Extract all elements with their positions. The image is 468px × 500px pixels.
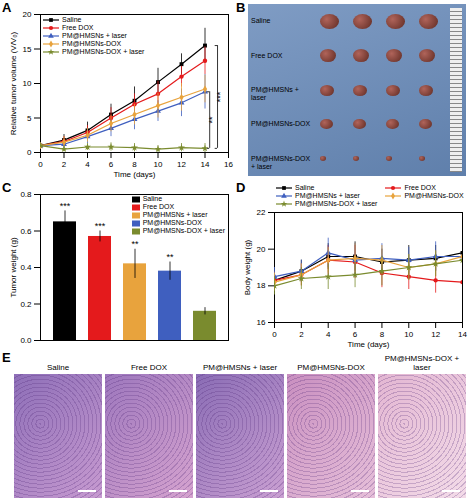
svg-text:0: 0 <box>27 148 32 157</box>
html-text:PM@HMSNs-DOX + laser: PM@HMSNs-DOX + laser <box>295 200 378 207</box>
svg-text:14: 14 <box>458 330 467 339</box>
svg-text:**: ** <box>166 252 174 262</box>
svg-text:Tumor weight (g): Tumor weight (g) <box>9 237 18 298</box>
html-text:Free DOX: Free DOX <box>142 203 175 210</box>
svg-text:14: 14 <box>201 160 210 169</box>
svg-text:16: 16 <box>257 318 266 327</box>
svg-text:10: 10 <box>154 160 163 169</box>
svg-text:10: 10 <box>23 79 32 88</box>
svg-text:2: 2 <box>62 160 67 169</box>
svg-text:10: 10 <box>404 330 413 339</box>
svg-text:Time (days): Time (days) <box>114 170 156 179</box>
html-text:D: D <box>236 180 246 195</box>
html-text:PM@HMSNs-DOX: PM@HMSNs-DOX <box>142 219 202 226</box>
svg-text:6: 6 <box>109 160 114 169</box>
svg-text:***: *** <box>95 221 106 231</box>
html-text:B: B <box>236 0 246 15</box>
html-text:PM@HMSNs + laser: PM@HMSNs + laser <box>142 211 208 218</box>
svg-text:***: *** <box>215 91 225 102</box>
svg-text:8: 8 <box>132 160 137 169</box>
svg-text:4: 4 <box>85 160 90 169</box>
svg-text:0.6: 0.6 <box>20 227 32 236</box>
svg-text:0.4: 0.4 <box>20 263 32 272</box>
html-text:PM@HMSNs-DOX + laser: PM@HMSNs-DOX + laser <box>62 48 145 55</box>
svg-text:Relative tumor volume (V/V₀): Relative tumor volume (V/V₀) <box>9 31 18 135</box>
svg-text:8: 8 <box>380 330 385 339</box>
svg-text:15: 15 <box>23 45 32 54</box>
html-text:Free DOX: Free DOX <box>404 184 436 191</box>
svg-text:5: 5 <box>27 114 32 123</box>
html-text:Free DOX: Free DOX <box>251 51 283 59</box>
html-text:Free DOX: Free DOX <box>131 363 167 372</box>
html-text:PM@HMSNs + laser: PM@HMSNs + laser <box>295 192 360 199</box>
svg-text:Time (days): Time (days) <box>348 340 390 349</box>
svg-text:22: 22 <box>257 208 266 217</box>
svg-text:2: 2 <box>299 330 304 339</box>
html-text:PM@HMSNs-DOX: PM@HMSNs-DOX <box>251 120 311 128</box>
html-text:Saline: Saline <box>46 363 70 372</box>
svg-text:20: 20 <box>257 245 266 254</box>
html-text:Free DOX: Free DOX <box>62 24 94 31</box>
svg-text:Body weight (g): Body weight (g) <box>243 239 252 295</box>
html-text:Saline: Saline <box>62 16 82 23</box>
html-text:PM@HMSNs + laser: PM@HMSNs + laser <box>202 363 278 372</box>
html-text:PM@HMSNs-DOX + laser: PM@HMSNs-DOX + laser <box>251 154 311 170</box>
svg-text:0.0: 0.0 <box>20 336 32 345</box>
html-text:PM@HMSNs-DOX + laser: PM@HMSNs-DOX + laser <box>384 354 460 372</box>
svg-text:0: 0 <box>38 160 43 169</box>
svg-text:12: 12 <box>177 160 186 169</box>
html-text:PM@HMSNs + laser: PM@HMSNs + laser <box>251 86 299 101</box>
html-text:PM@HMSNs-DOX: PM@HMSNs-DOX <box>297 363 365 372</box>
html-text:PM@HMSNs-DOX: PM@HMSNs-DOX <box>62 40 122 47</box>
svg-text:0: 0 <box>272 330 277 339</box>
html-text:C: C <box>2 180 12 195</box>
svg-text:4: 4 <box>326 330 331 339</box>
svg-text:12: 12 <box>431 330 440 339</box>
svg-text:18: 18 <box>257 281 266 290</box>
svg-text:***: *** <box>60 201 71 211</box>
html-text:PM@HMSNs-DOX: PM@HMSNs-DOX <box>404 192 464 199</box>
html-text:Saline: Saline <box>251 17 271 25</box>
svg-text:**: ** <box>131 239 139 249</box>
svg-text:16: 16 <box>224 160 233 169</box>
html-text:PM@HMSNs + laser: PM@HMSNs + laser <box>62 32 127 39</box>
svg-text:0.8: 0.8 <box>20 190 32 199</box>
svg-text:**: ** <box>207 116 217 124</box>
html-text:A: A <box>2 0 12 15</box>
svg-text:0.2: 0.2 <box>20 300 32 309</box>
svg-text:20: 20 <box>23 10 32 19</box>
html-text:PM@HMSNs-DOX + laser: PM@HMSNs-DOX + laser <box>142 227 225 234</box>
html-text:Saline: Saline <box>295 184 315 191</box>
html-text:Saline: Saline <box>142 195 163 202</box>
html-text:E: E <box>2 350 11 365</box>
svg-text:6: 6 <box>353 330 358 339</box>
